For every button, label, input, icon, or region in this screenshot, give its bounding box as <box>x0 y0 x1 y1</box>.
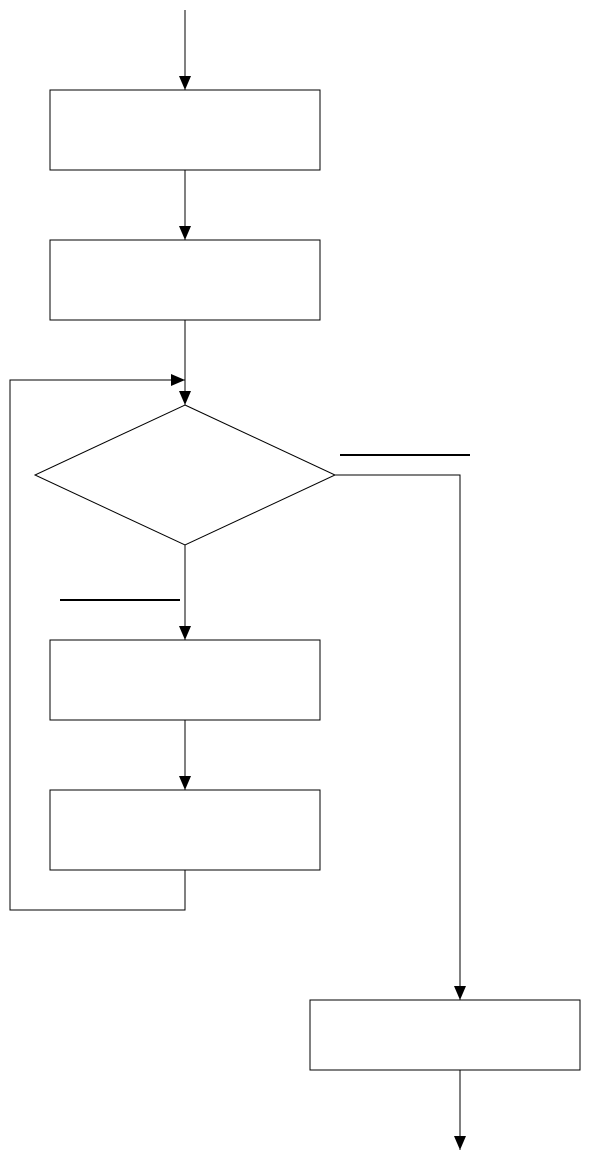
process-box <box>50 640 320 720</box>
decision-diamond <box>35 405 335 545</box>
process-box <box>50 240 320 320</box>
process-box <box>310 1000 580 1070</box>
flowchart <box>0 0 595 1164</box>
process-box <box>50 790 320 870</box>
edge-e_right_branch <box>335 475 460 1000</box>
process-box <box>50 90 320 170</box>
